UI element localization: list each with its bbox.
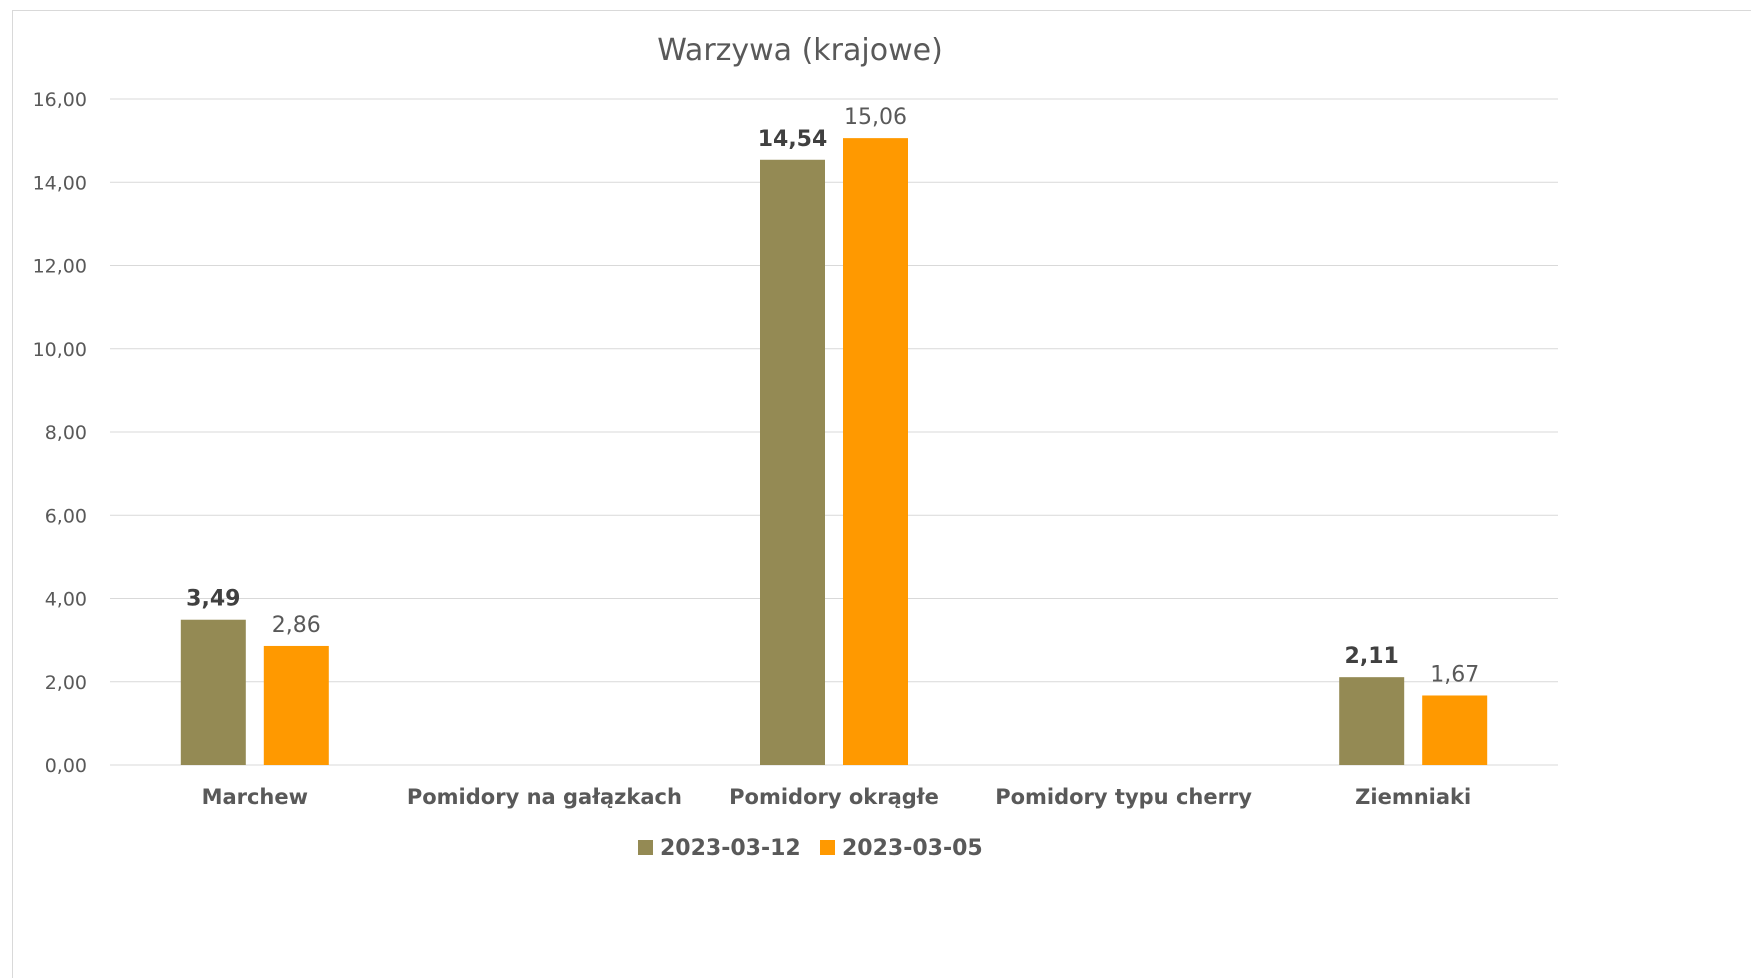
data-label: 14,54 (758, 127, 828, 152)
bar (843, 138, 908, 765)
legend: 2023-03-12 2023-03-05 (638, 836, 983, 861)
chart-frame: Warzywa (krajowe) 0,00 2,00 4,00 6,00 8,00 10… (12, 10, 1751, 978)
y-tick-label: 14,00 (33, 172, 87, 194)
data-label: 3,49 (186, 587, 240, 612)
y-axis-ticks: 0,00 2,00 4,00 6,00 8,00 10,00 12,00 14,00 16,00 (33, 89, 87, 777)
bar (263, 645, 329, 765)
x-tick-label: Marchew (202, 785, 308, 809)
y-tick-label: 2,00 (45, 672, 87, 694)
x-axis-ticks: Marchew Pomidory na gałązkach Pomidory okr… (202, 785, 1472, 809)
y-tick-label: 16,00 (33, 89, 87, 111)
bar-chart: Warzywa (krajowe) 0,00 2,00 4,00 6,00 8,00 10… (33, 33, 1558, 861)
bar (180, 619, 246, 765)
gridlines (110, 98, 1558, 766)
bar (1422, 695, 1488, 765)
bar (1339, 677, 1405, 765)
data-label: 1,67 (1430, 662, 1479, 687)
chart-title: Warzywa (krajowe) (657, 33, 943, 68)
x-tick-label: Pomidory okrągłe (729, 785, 939, 809)
y-tick-label: 8,00 (45, 422, 87, 444)
legend-label: 2023-03-12 (660, 836, 801, 861)
legend-swatch (638, 840, 653, 855)
y-tick-label: 10,00 (33, 339, 87, 361)
y-tick-label: 0,00 (45, 755, 87, 777)
bars (180, 138, 1488, 765)
legend-swatch (820, 840, 835, 855)
x-tick-label: Pomidory typu cherry (995, 785, 1252, 809)
legend-label: 2023-03-05 (842, 836, 983, 861)
data-labels: 3,49 2,86 14,54 15,06 2,11 1,67 (186, 105, 1479, 687)
data-label: 2,11 (1345, 644, 1399, 669)
bar (760, 159, 825, 765)
y-tick-label: 12,00 (33, 256, 87, 278)
data-label: 15,06 (844, 105, 907, 130)
x-tick-label: Pomidory na gałązkach (407, 785, 682, 809)
data-label: 2,86 (272, 613, 321, 638)
x-tick-label: Ziemniaki (1355, 785, 1471, 809)
y-tick-label: 6,00 (45, 505, 87, 527)
y-tick-label: 4,00 (45, 589, 87, 611)
